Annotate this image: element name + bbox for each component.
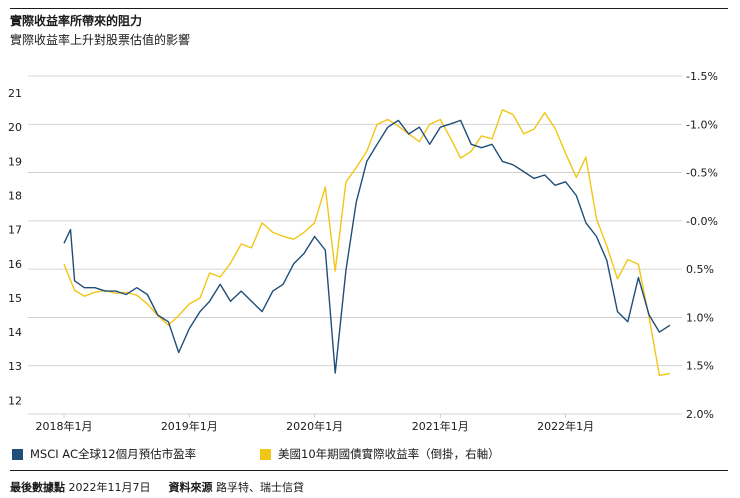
left-tick-label: 21: [8, 87, 22, 100]
left-tick-label: 14: [8, 326, 22, 339]
left-tick-label: 13: [8, 360, 22, 373]
right-tick-label: 2.0%: [686, 408, 714, 421]
series-line-yield: [63, 109, 671, 377]
footer-rule: [10, 470, 728, 471]
chart-subtitle: 實際收益率上升對股票估值的影響: [10, 33, 191, 47]
left-tick-label: 17: [8, 224, 22, 237]
right-axis-ticks: -1.5% -1.0% -0.5% -0.0% 0.5% 1.0% 1.5% 2.0%: [686, 70, 718, 421]
left-tick-label: 18: [8, 189, 22, 202]
right-tick-label: -1.5%: [686, 70, 718, 83]
x-tick-label: 2022年1月: [537, 419, 594, 433]
legend-label-yield: 美國10年期國債實際收益率（倒掛，右軸）: [278, 447, 500, 461]
legend-swatch-yield: [260, 448, 271, 460]
left-tick-label: 20: [8, 121, 22, 134]
x-axis-ticks: 2018年1月 2019年1月 2020年1月 2021年1月 2022年1月: [36, 414, 594, 433]
top-rule: [10, 8, 728, 9]
line-chart: 21 20 19 18 17 16 15 14 13 12 -1.5% -1.0% -0.5% -0.0…: [8, 70, 718, 433]
right-tick-label: 1.5%: [686, 360, 714, 373]
legend-item-yield: 美國10年期國債實際收益率（倒掛，右軸）: [260, 446, 500, 462]
footer-date-value: 2022年11月7日: [68, 481, 151, 494]
x-tick-label: 2020年1月: [286, 419, 343, 433]
footer-source-value: 路孚特、瑞士信貸: [216, 481, 304, 494]
series-lines: [63, 109, 671, 377]
left-tick-label: 16: [8, 258, 22, 271]
series-line-pe: [63, 119, 671, 374]
left-tick-label: 15: [8, 292, 22, 305]
left-axis-ticks: 21 20 19 18 17 16 15 14 13 12: [8, 87, 22, 407]
left-tick-label: 19: [8, 155, 22, 168]
right-tick-label: -0.0%: [686, 215, 718, 228]
chart-title: 實際收益率所帶來的阻力: [10, 14, 143, 28]
left-tick-label: 12: [8, 394, 22, 407]
right-tick-label: -0.5%: [686, 167, 718, 180]
right-tick-label: 0.5%: [686, 263, 714, 276]
footer-date-label: 最後數據點: [10, 481, 65, 494]
legend-swatch-pe: [12, 448, 23, 460]
gridlines: [28, 75, 682, 415]
x-tick-label: 2021年1月: [412, 419, 469, 433]
legend-item-pe: MSCI AC全球12個月預估市盈率: [12, 446, 196, 462]
right-tick-label: -1.0%: [686, 118, 718, 131]
right-tick-label: 1.0%: [686, 311, 714, 324]
footer-source-label: 資料來源: [168, 481, 213, 494]
x-tick-label: 2018年1月: [36, 419, 93, 433]
footer: 最後數據點 2022年11月7日 資料來源 路孚特、瑞士信貸: [10, 479, 308, 495]
legend-label-pe: MSCI AC全球12個月預估市盈率: [30, 447, 197, 461]
x-tick-label: 2019年1月: [161, 419, 218, 433]
